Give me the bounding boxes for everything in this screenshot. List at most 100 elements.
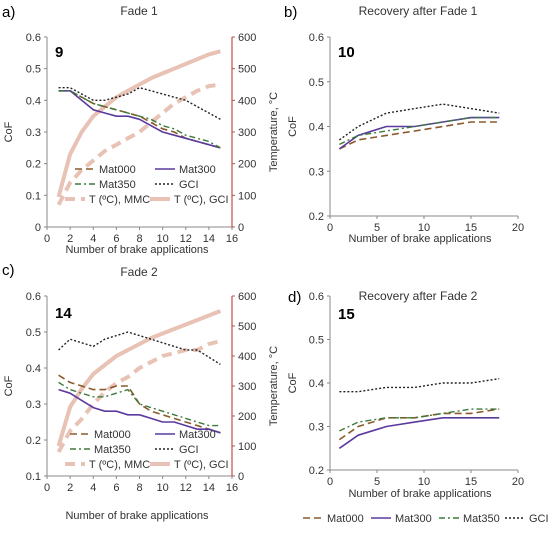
y-axis-label: CoF bbox=[287, 116, 299, 137]
series-line-mat000 bbox=[338, 408, 500, 441]
x-tick-label: 0 bbox=[44, 233, 50, 245]
y2-tick-label: 500 bbox=[238, 64, 256, 76]
panel-number: 15 bbox=[338, 306, 355, 323]
x-tick-label: 6 bbox=[113, 233, 119, 245]
chart-title: Recovery after Fade 1 bbox=[359, 4, 478, 18]
y-tick-label: 0.2 bbox=[309, 211, 324, 223]
x-tick-label: 5 bbox=[374, 222, 380, 234]
y-tick-label: 0.3 bbox=[26, 127, 41, 139]
y2-tick-label: 100 bbox=[238, 441, 256, 453]
y-tick-label: 0.1 bbox=[26, 471, 41, 483]
x-tick-label: 4 bbox=[90, 233, 96, 245]
chart-panel-3: c) Fade 2 14 0 2 4 6 8 10 12 14 16 0.1 0.2 0.3 0.4 0.5 0.… bbox=[2, 262, 280, 522]
legend-label: GCI bbox=[529, 513, 549, 525]
y2-tick-label: 200 bbox=[238, 159, 256, 171]
y-tick-label: 0.4 bbox=[309, 122, 324, 134]
y-tick-label: 0.1 bbox=[26, 190, 41, 202]
panel-label: a) bbox=[2, 4, 15, 21]
x-tick-label: 4 bbox=[90, 482, 96, 494]
legend-label: Mat300 bbox=[179, 164, 216, 176]
y-axis-label: CoF bbox=[287, 372, 299, 393]
panel-number: 10 bbox=[338, 44, 355, 61]
x-tick-label: 16 bbox=[226, 482, 238, 494]
legend: Mat000 Mat300 Mat350 GCI T (ºC), MMC T (ºC), … bbox=[65, 429, 229, 471]
x-axis-label: Number of brake applications bbox=[348, 488, 492, 500]
y-tick-label: 0.2 bbox=[26, 159, 41, 171]
y2-tick-label: 300 bbox=[238, 381, 256, 393]
x-tick-label: 10 bbox=[157, 233, 169, 245]
x-tick-label: 8 bbox=[136, 482, 142, 494]
y-axis-label: CoF bbox=[3, 375, 15, 396]
y-tick-label: 0.6 bbox=[309, 291, 324, 303]
x-tick-label: 0 bbox=[44, 482, 50, 494]
x-tick-label: 8 bbox=[136, 233, 142, 245]
y-tick-label: 0.4 bbox=[26, 363, 41, 375]
panel-number: 9 bbox=[55, 44, 63, 61]
panel-number: 14 bbox=[55, 305, 72, 322]
legend-label: Mat000 bbox=[99, 164, 136, 176]
series-line-mat350 bbox=[58, 381, 221, 427]
legend-label: Mat300 bbox=[179, 429, 216, 441]
x-tick-label: 10 bbox=[157, 482, 169, 494]
series-line-mat300 bbox=[338, 116, 500, 150]
y-tick-label: 0.6 bbox=[26, 32, 41, 44]
y-tick-label: 0.4 bbox=[309, 378, 324, 390]
series-line-gci bbox=[58, 86, 221, 120]
y2-tick-label: 200 bbox=[238, 411, 256, 423]
legend-label: Mat300 bbox=[395, 513, 432, 525]
x-axis-label: Number of brake applications bbox=[348, 233, 492, 245]
series-line-mat350 bbox=[339, 408, 500, 432]
series-line-mat300 bbox=[338, 416, 500, 449]
x-axis-label: Number of brake applications bbox=[65, 244, 209, 256]
legend: Mat000 Mat300 Mat350 GCI T (ºC), MMC T (ºC), … bbox=[65, 164, 229, 206]
y2-tick-label: 600 bbox=[238, 32, 256, 44]
x-tick-label: 12 bbox=[180, 482, 192, 494]
x-tick-label: 12 bbox=[180, 233, 192, 245]
y2-tick-label: 100 bbox=[238, 190, 256, 202]
y2-tick-label: 0 bbox=[238, 471, 244, 483]
y2-tick-label: 500 bbox=[238, 321, 256, 333]
y-tick-label: 0.4 bbox=[26, 95, 41, 107]
y-tick-label: 0.5 bbox=[309, 335, 324, 347]
x-tick-label: 10 bbox=[418, 476, 430, 488]
y-axis-label: CoF bbox=[3, 121, 15, 142]
x-tick-label: 0 bbox=[327, 222, 333, 234]
y-tick-label: 0.2 bbox=[309, 465, 324, 477]
y-tick-label: 0.5 bbox=[26, 64, 41, 76]
y-tick-label: 0.5 bbox=[26, 327, 41, 339]
legend-label: T (ºC), GCI bbox=[174, 194, 229, 206]
y-tick-label: 0.2 bbox=[26, 435, 41, 447]
chart-panel-1: a) Fade 190 2 4 6 8 10 12 14 1600.10.20.30.40.50.… bbox=[2, 4, 280, 256]
panel-label: c) bbox=[2, 262, 15, 279]
x-tick-label: 20 bbox=[512, 222, 524, 234]
chart-title: Fade 1 bbox=[120, 4, 158, 18]
chart-panel-2: b) Recovery after Fade 1 10 0 5 10 15 20 0.2 0.3 0… bbox=[284, 4, 524, 245]
legend-label: GCI bbox=[179, 444, 199, 456]
y2-tick-label: 300 bbox=[238, 127, 256, 139]
legend: Mat000 Mat300 Mat350 GCI bbox=[303, 513, 549, 525]
x-tick-label: 14 bbox=[203, 233, 215, 245]
chart-panel-4: d) Recovery after Fade 2 15 0 5 10 15 20 0.2 0.3 0… bbox=[287, 289, 549, 525]
x-tick-label: 15 bbox=[465, 222, 477, 234]
x-tick-label: 2 bbox=[67, 233, 73, 245]
panel-label: b) bbox=[284, 4, 297, 21]
y-tick-label: 0.3 bbox=[309, 422, 324, 434]
legend-label: T (ºC), MMC bbox=[89, 459, 150, 471]
x-tick-label: 20 bbox=[512, 476, 524, 488]
y-tick-label: 0.5 bbox=[309, 77, 324, 89]
x-tick-label: 5 bbox=[374, 476, 380, 488]
series-line-mat300 bbox=[58, 388, 221, 434]
chart-title: Fade 2 bbox=[120, 265, 158, 279]
y-tick-label: 0.6 bbox=[26, 291, 41, 303]
legend-label: Mat350 bbox=[463, 513, 500, 525]
y2-tick-label: 0 bbox=[238, 222, 244, 234]
x-tick-label: 14 bbox=[203, 482, 215, 494]
y-tick-label: 0 bbox=[35, 222, 41, 234]
y2-axis-label: Temperature, °C bbox=[268, 346, 280, 426]
x-tick-label: 2 bbox=[67, 482, 73, 494]
x-axis-label: Number of brake applications bbox=[65, 510, 209, 522]
x-tick-label: 10 bbox=[418, 222, 430, 234]
y2-tick-label: 400 bbox=[238, 351, 256, 363]
y-tick-label: 0.3 bbox=[309, 166, 324, 178]
